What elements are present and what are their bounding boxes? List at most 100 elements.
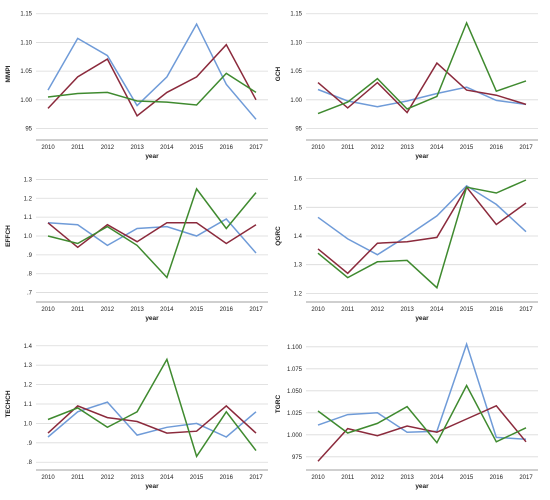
techch-xtick-label: 2015 (190, 475, 204, 481)
qgrc-chart: 1.2 1.3 1.4 1.5 1.6 2010 2011 2012 2013 2014 2015 2… (275, 177, 538, 322)
tgrc-xtick-label: 2011 (341, 475, 355, 481)
qgrc-series-line-2 (317, 185, 527, 275)
gch-ytick-label: 1.00 (290, 98, 302, 104)
qgrc-ytick-label: 1.5 (294, 205, 303, 211)
mmpi-ytick-label: 1.00 (20, 98, 32, 104)
techch-xtick-label: 2010 (41, 475, 55, 481)
techch-xtick-label: 2016 (220, 475, 234, 481)
techch-ytick-label: .8 (27, 460, 33, 466)
gch-xtick-label: 2016 (490, 145, 504, 151)
tgrc-xtick-label: 2010 (311, 475, 325, 481)
effch-xtick-label: 2016 (220, 307, 234, 313)
techch-series-line-1 (47, 401, 257, 438)
techch-ytick-label: .9 (27, 441, 33, 447)
effch-ytick-label: .7 (27, 291, 33, 297)
effch-ytick-label: 1.0 (24, 234, 33, 240)
gch-series-line-3 (317, 20, 527, 115)
tgrc-y-axis-title: TGRC (275, 394, 282, 413)
techch-ytick-label: 1.3 (24, 363, 33, 369)
mmpi-ytick-label: 95 (25, 127, 32, 133)
techch-ytick-label: 1.2 (24, 383, 33, 389)
techch-xtick-label: 2011 (71, 475, 85, 481)
qgrc-ytick-label: 1.6 (294, 177, 303, 183)
gch-ytick-label: 1.05 (290, 69, 302, 75)
tgrc-xtick-label: 2017 (519, 475, 533, 481)
qgrc-xtick-label: 2016 (490, 307, 504, 313)
effch-xtick-label: 2017 (249, 307, 263, 313)
gch-xtick-label: 2012 (371, 145, 385, 151)
tgrc-xtick-label: 2013 (400, 475, 414, 481)
mmpi-series-line-3 (47, 72, 257, 106)
gch-xtick-label: 2010 (311, 145, 325, 151)
gch-chart: 95 1.00 1.05 1.10 1.15 2010 2011 2012 2013 2014 20… (275, 12, 538, 160)
mmpi-xtick-label: 2010 (41, 145, 55, 151)
mmpi-xtick-label: 2015 (190, 145, 204, 151)
gch-xtick-label: 2017 (519, 145, 533, 151)
effch-xtick-label: 2015 (190, 307, 204, 313)
tgrc-series-line-1 (317, 341, 527, 440)
techch-y-axis-title: TECHCH (5, 390, 12, 417)
mmpi-x-axis-title: year (145, 153, 159, 160)
qgrc-xtick-label: 2014 (430, 307, 444, 313)
gch-y-axis-title: GCH (275, 66, 282, 81)
tgrc-ytick-label: 1.000 (287, 433, 303, 439)
tgrc-ytick-label: 1.075 (287, 367, 303, 373)
tgrc-xtick-label: 2014 (430, 475, 444, 481)
tgrc-ytick-label: 1.050 (287, 389, 303, 395)
tgrc-ytick-label: 1.100 (287, 345, 303, 351)
qgrc-x-axis-title: year (415, 315, 429, 322)
mmpi-series-line-2 (47, 43, 257, 118)
effch-xtick-label: 2013 (130, 307, 144, 313)
effch-ytick-label: 1.1 (24, 215, 33, 221)
gch-ytick-label: 95 (295, 127, 302, 133)
techch-ytick-label: 1.1 (24, 402, 33, 408)
tgrc-chart: 975 1.000 1.025 1.050 1.075 1.100 2010 2011 2012… (275, 341, 538, 490)
qgrc-series-line-3 (317, 179, 527, 290)
techch-series-line-3 (47, 357, 257, 459)
tgrc-x-axis-title: year (415, 483, 429, 490)
qgrc-xtick-label: 2013 (400, 307, 414, 313)
effch-xtick-label: 2011 (71, 307, 85, 313)
qgrc-series-line-1 (317, 184, 527, 256)
mmpi-xtick-label: 2016 (220, 145, 234, 151)
techch-x-axis-title: year (145, 483, 159, 490)
mmpi-chart: 95 1.00 1.05 1.10 1.15 2010 2011 2012 2013 2014 20… (5, 12, 268, 160)
tgrc-series-line-3 (317, 383, 527, 445)
qgrc-ytick-label: 1.2 (294, 291, 303, 297)
effch-series-line-3 (47, 187, 257, 279)
qgrc-ytick-label: 1.4 (294, 234, 303, 240)
mmpi-xtick-label: 2011 (71, 145, 85, 151)
effch-xtick-label: 2012 (101, 307, 115, 313)
techch-xtick-label: 2013 (130, 475, 144, 481)
techch-ytick-label: 1.4 (24, 344, 33, 350)
techch-xtick-label: 2017 (249, 475, 263, 481)
effch-ytick-label: .8 (27, 272, 33, 278)
gch-x-axis-title: year (415, 153, 429, 160)
gch-xtick-label: 2015 (460, 145, 474, 151)
effch-xtick-label: 2010 (41, 307, 55, 313)
qgrc-xtick-label: 2010 (311, 307, 325, 313)
mmpi-xtick-label: 2012 (101, 145, 115, 151)
effch-x-axis-title: year (145, 315, 159, 322)
techch-series-line-2 (47, 404, 257, 434)
tgrc-xtick-label: 2016 (490, 475, 504, 481)
techch-xtick-label: 2014 (160, 475, 174, 481)
gch-ytick-label: 1.10 (290, 40, 302, 46)
mmpi-series-line-1 (47, 22, 257, 120)
qgrc-xtick-label: 2015 (460, 307, 474, 313)
effch-xtick-label: 2014 (160, 307, 174, 313)
qgrc-xtick-label: 2017 (519, 307, 533, 313)
mmpi-ytick-label: 1.05 (20, 69, 32, 75)
qgrc-xtick-label: 2011 (341, 307, 355, 313)
techch-chart: .8 .9 1.0 1.1 1.2 1.3 1.4 2010 2011 2012 2013 2014 2… (5, 344, 268, 490)
mmpi-y-axis-title: MMPI (5, 65, 12, 82)
tgrc-xtick-label: 2015 (460, 475, 474, 481)
effch-series-line-2 (47, 222, 257, 249)
mmpi-xtick-label: 2014 (160, 145, 174, 151)
qgrc-y-axis-title: QGRC (275, 226, 282, 246)
qgrc-xtick-label: 2012 (371, 307, 385, 313)
tgrc-series-line-2 (317, 404, 527, 462)
gch-xtick-label: 2014 (430, 145, 444, 151)
mmpi-ytick-label: 1.10 (20, 40, 32, 46)
